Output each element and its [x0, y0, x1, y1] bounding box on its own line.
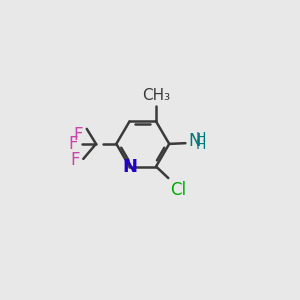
- Text: F: F: [68, 135, 77, 153]
- Text: N: N: [122, 158, 137, 175]
- Text: CH₃: CH₃: [142, 88, 170, 104]
- Text: N: N: [188, 132, 201, 150]
- Text: F: F: [73, 126, 83, 144]
- Text: Cl: Cl: [170, 181, 187, 199]
- Text: H: H: [195, 138, 206, 152]
- Text: F: F: [70, 151, 80, 169]
- Text: H: H: [195, 131, 206, 145]
